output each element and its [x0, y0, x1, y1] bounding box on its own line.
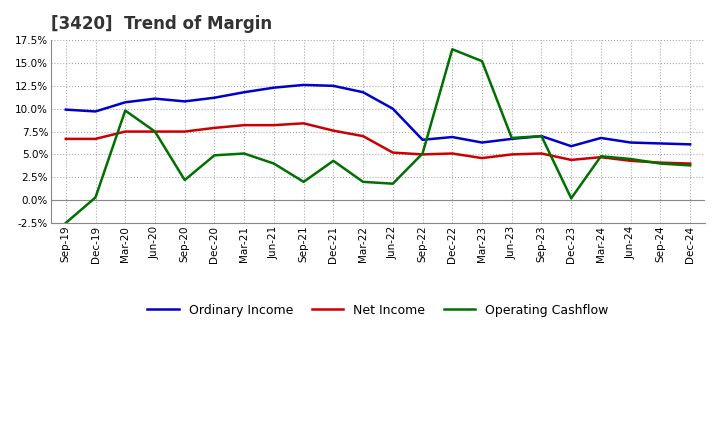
Operating Cashflow: [389, 181, 397, 186]
Net Income: [210, 125, 219, 131]
Ordinary Income: [389, 106, 397, 111]
Operating Cashflow: [537, 133, 546, 139]
Net Income: [656, 160, 665, 165]
Net Income: [121, 129, 130, 134]
Net Income: [329, 128, 338, 133]
Legend: Ordinary Income, Net Income, Operating Cashflow: Ordinary Income, Net Income, Operating C…: [143, 299, 613, 322]
Net Income: [686, 161, 695, 166]
Ordinary Income: [121, 99, 130, 105]
Net Income: [269, 122, 278, 128]
Operating Cashflow: [626, 156, 635, 161]
Operating Cashflow: [121, 108, 130, 113]
Operating Cashflow: [181, 177, 189, 183]
Operating Cashflow: [61, 220, 70, 226]
Line: Operating Cashflow: Operating Cashflow: [66, 49, 690, 223]
Ordinary Income: [626, 140, 635, 145]
Operating Cashflow: [656, 161, 665, 166]
Net Income: [418, 152, 427, 157]
Net Income: [359, 133, 367, 139]
Operating Cashflow: [686, 163, 695, 168]
Ordinary Income: [210, 95, 219, 100]
Ordinary Income: [418, 137, 427, 143]
Net Income: [448, 151, 456, 156]
Operating Cashflow: [150, 129, 159, 134]
Net Income: [508, 152, 516, 157]
Net Income: [389, 150, 397, 155]
Operating Cashflow: [477, 59, 486, 64]
Operating Cashflow: [269, 161, 278, 166]
Ordinary Income: [448, 134, 456, 139]
Line: Ordinary Income: Ordinary Income: [66, 85, 690, 146]
Operating Cashflow: [210, 153, 219, 158]
Ordinary Income: [567, 143, 575, 149]
Operating Cashflow: [300, 179, 308, 184]
Operating Cashflow: [359, 179, 367, 184]
Ordinary Income: [91, 109, 100, 114]
Ordinary Income: [329, 83, 338, 88]
Net Income: [181, 129, 189, 134]
Operating Cashflow: [91, 195, 100, 200]
Ordinary Income: [61, 107, 70, 112]
Ordinary Income: [150, 96, 159, 101]
Net Income: [240, 122, 248, 128]
Operating Cashflow: [567, 196, 575, 201]
Ordinary Income: [477, 140, 486, 145]
Operating Cashflow: [418, 151, 427, 156]
Operating Cashflow: [508, 136, 516, 141]
Net Income: [597, 154, 606, 160]
Ordinary Income: [359, 90, 367, 95]
Net Income: [300, 121, 308, 126]
Ordinary Income: [686, 142, 695, 147]
Net Income: [567, 157, 575, 162]
Ordinary Income: [508, 136, 516, 142]
Ordinary Income: [300, 82, 308, 88]
Ordinary Income: [181, 99, 189, 104]
Net Income: [537, 151, 546, 156]
Ordinary Income: [240, 90, 248, 95]
Ordinary Income: [656, 141, 665, 146]
Operating Cashflow: [597, 154, 606, 159]
Operating Cashflow: [448, 47, 456, 52]
Net Income: [626, 158, 635, 164]
Operating Cashflow: [329, 158, 338, 164]
Net Income: [477, 155, 486, 161]
Net Income: [91, 136, 100, 142]
Text: [3420]  Trend of Margin: [3420] Trend of Margin: [51, 15, 272, 33]
Net Income: [150, 129, 159, 134]
Net Income: [61, 136, 70, 142]
Ordinary Income: [269, 85, 278, 90]
Ordinary Income: [597, 136, 606, 141]
Line: Net Income: Net Income: [66, 123, 690, 164]
Ordinary Income: [537, 133, 546, 139]
Operating Cashflow: [240, 151, 248, 156]
